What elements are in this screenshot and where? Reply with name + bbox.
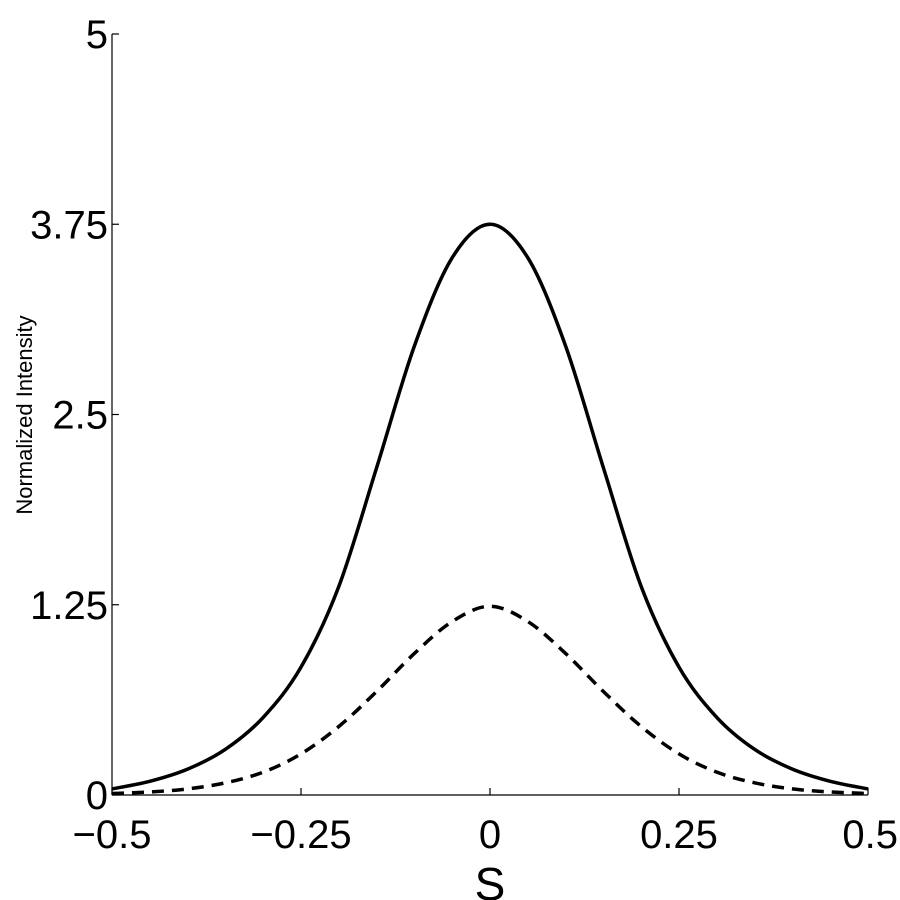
x-tick-label: 0 — [479, 813, 501, 857]
y-tick-label: 2.5 — [52, 394, 108, 438]
y-tick-label: 0 — [86, 774, 108, 818]
x-ticks: −0.5 −0.25 0 0.25 0.5 — [73, 788, 898, 857]
x-tick-label: −0.25 — [250, 813, 351, 857]
x-tick-label: 0.25 — [640, 813, 718, 857]
y-ticks: 0 1.25 2.5 3.75 5 — [30, 13, 119, 818]
x-tick-label: −0.5 — [73, 813, 152, 857]
series-solid-line — [111, 222, 869, 791]
series-layer — [111, 222, 869, 796]
series-dashed-line — [111, 604, 869, 796]
y-axis-title: Normalized Intensity — [12, 315, 37, 514]
axes — [111, 34, 868, 796]
x-axis-title: S — [475, 858, 506, 900]
y-tick-label: 5 — [86, 13, 108, 57]
x-tick-label: 0.5 — [842, 813, 898, 857]
y-tick-label: 1.25 — [30, 584, 108, 628]
y-tick-label: 3.75 — [30, 203, 108, 247]
